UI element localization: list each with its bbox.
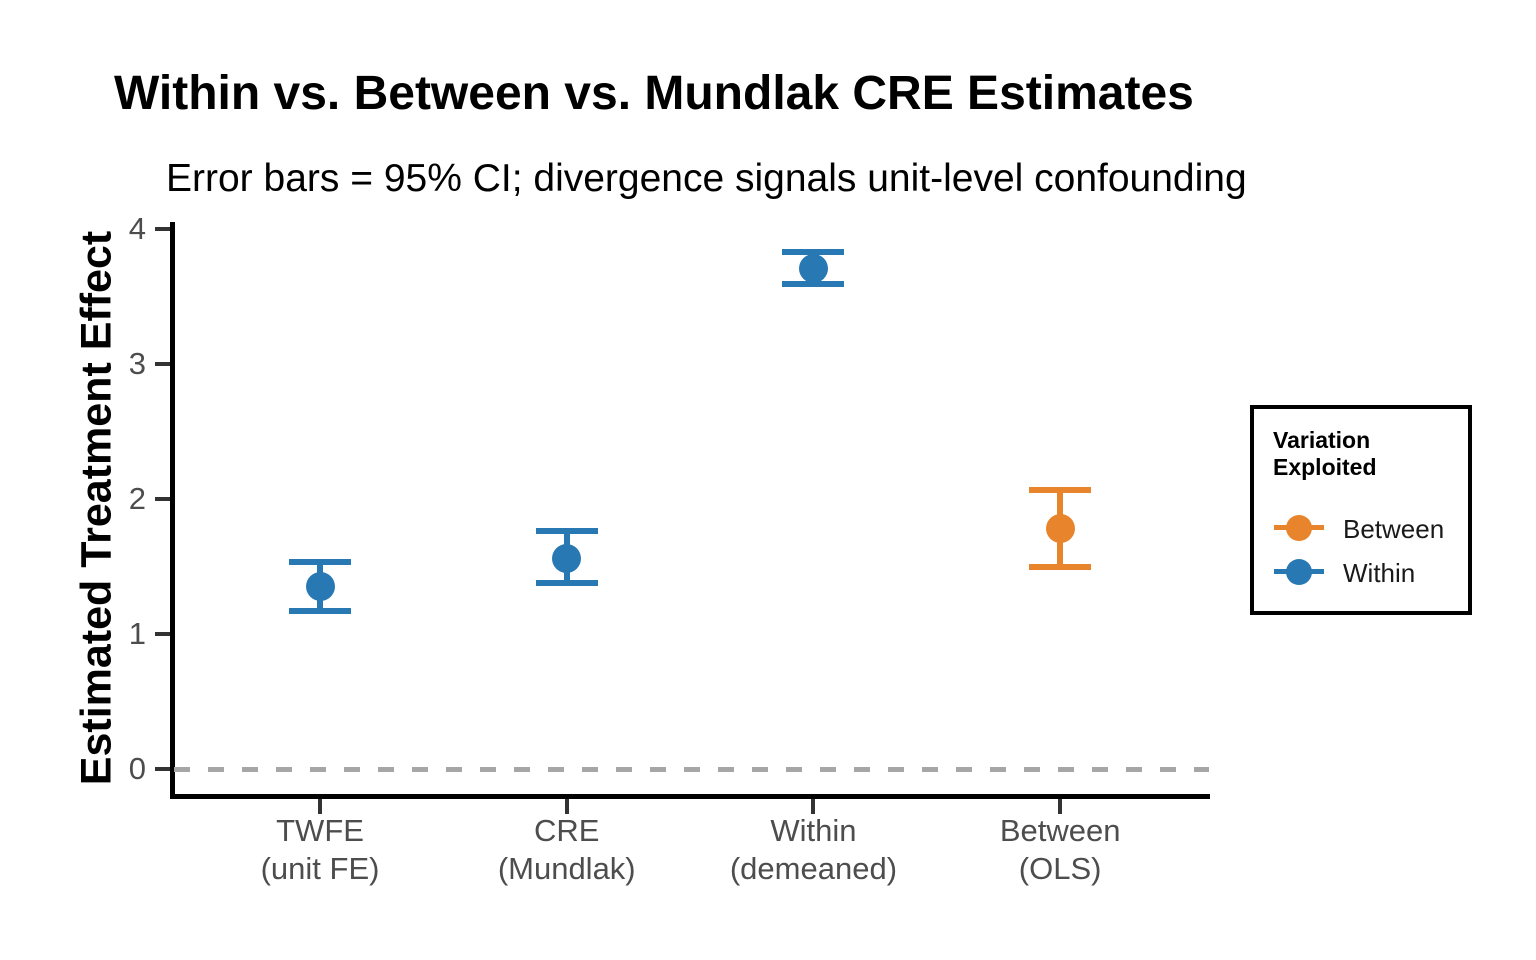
x-category-label-line: CRE — [534, 813, 600, 848]
x-category-label-line: Between — [999, 813, 1121, 848]
y-tick-mark — [155, 227, 170, 231]
zero-reference-line — [174, 767, 1209, 772]
point-estimate-dot — [798, 253, 828, 283]
y-tick-label: 1 — [128, 616, 146, 651]
error-bar-cap-top — [289, 559, 352, 566]
point-estimate-dot — [552, 543, 582, 573]
y-tick-mark — [155, 497, 170, 501]
y-tick-mark — [155, 362, 170, 366]
point-estimate-dot — [1045, 514, 1075, 544]
y-tick-label: 2 — [128, 481, 146, 516]
x-tick-mark — [318, 799, 323, 814]
x-tick-mark — [564, 799, 569, 814]
x-category-label-line: (unit FE) — [260, 851, 380, 886]
x-category-label-line: Within — [770, 813, 857, 848]
legend-entry-label: Between — [1343, 514, 1445, 544]
legend-entry: Within — [1270, 550, 1460, 594]
legend-entry: Between — [1270, 506, 1460, 550]
y-tick-label: 4 — [128, 211, 146, 246]
x-tick-mark — [1058, 799, 1063, 814]
y-axis-line — [170, 222, 175, 799]
x-category-label-line: (Mundlak) — [497, 851, 636, 886]
x-category-label-line: (OLS) — [1018, 851, 1102, 886]
chart-title: Within vs. Between vs. Mundlak CRE Estim… — [114, 67, 1194, 120]
point-estimate-dot — [305, 572, 335, 602]
legend-key-dot — [1286, 515, 1312, 541]
error-bar-cap-top — [535, 528, 598, 535]
x-category-label: Within (demeaned) — [653, 812, 973, 888]
legend-key-glyph — [1274, 559, 1324, 585]
legend: Variation Exploited Between Within — [1250, 405, 1472, 615]
x-axis-line — [170, 794, 1210, 799]
x-category-label-line: TWFE — [276, 813, 364, 848]
x-category-label: TWFE (unit FE) — [160, 812, 480, 888]
y-tick-mark — [155, 767, 170, 771]
legend-title: Variation Exploited — [1273, 427, 1377, 480]
chart-subtitle: Error bars = 95% CI; divergence signals … — [166, 157, 1247, 200]
error-bar-cap-bottom — [535, 579, 598, 586]
error-bar-cap-top — [1029, 486, 1092, 493]
legend-entry-label: Within — [1343, 558, 1416, 588]
y-tick-mark — [155, 632, 170, 636]
error-bar-cap-bottom — [289, 608, 352, 615]
error-bar-cap-bottom — [782, 281, 845, 288]
error-bar-cap-bottom — [1029, 563, 1092, 570]
y-tick-label: 0 — [128, 751, 146, 786]
x-category-label: Between (OLS) — [900, 812, 1220, 888]
x-category-label-line: (demeaned) — [729, 851, 898, 886]
error-bar-cap-top — [782, 248, 845, 255]
legend-key-glyph — [1274, 515, 1324, 541]
x-category-label: CRE (Mundlak) — [407, 812, 727, 888]
legend-key-dot — [1286, 559, 1312, 585]
y-tick-label: 3 — [128, 346, 146, 381]
x-tick-mark — [811, 799, 816, 814]
